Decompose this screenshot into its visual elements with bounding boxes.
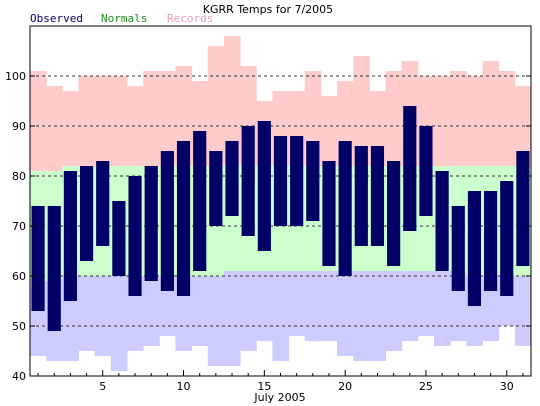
observed-bar bbox=[47, 206, 61, 331]
legend-records: Records bbox=[167, 12, 213, 25]
y-tick-label: 90 bbox=[12, 120, 26, 133]
record-low-band bbox=[272, 271, 290, 361]
observed-bar bbox=[306, 141, 320, 221]
x-tick-label: 30 bbox=[500, 380, 514, 393]
observed-bar bbox=[193, 131, 207, 271]
y-tick-label: 80 bbox=[12, 170, 26, 183]
observed-bar bbox=[209, 151, 223, 226]
record-low-band bbox=[337, 271, 354, 356]
record-high-band bbox=[385, 71, 403, 166]
record-low-band bbox=[369, 271, 387, 361]
y-tick-label: 50 bbox=[12, 320, 26, 333]
record-high-band bbox=[207, 46, 225, 166]
record-low-band bbox=[94, 276, 112, 356]
record-low-band bbox=[110, 276, 128, 371]
x-tick-label: 15 bbox=[257, 380, 271, 393]
record-high-band bbox=[94, 76, 112, 166]
observed-bar bbox=[516, 151, 530, 266]
record-low-band bbox=[143, 276, 160, 346]
record-high-band bbox=[62, 91, 79, 166]
record-low-band bbox=[353, 271, 370, 361]
observed-bar bbox=[338, 141, 352, 276]
y-tick-label: 40 bbox=[12, 370, 26, 383]
y-tick-label: 70 bbox=[12, 220, 26, 233]
observed-bar bbox=[435, 171, 449, 271]
record-high-band bbox=[353, 56, 370, 166]
observed-bar bbox=[290, 136, 304, 226]
record-high-band bbox=[466, 76, 484, 166]
record-high-band bbox=[143, 71, 160, 166]
observed-bar bbox=[63, 171, 77, 301]
observed-bar bbox=[225, 141, 239, 216]
record-high-band bbox=[320, 96, 338, 166]
observed-bar bbox=[370, 146, 385, 246]
x-tick-label: 20 bbox=[338, 380, 352, 393]
record-low-band bbox=[401, 271, 419, 341]
record-low-band bbox=[417, 271, 435, 336]
record-high-band bbox=[126, 86, 144, 166]
record-high-band bbox=[30, 71, 47, 171]
record-high-band bbox=[498, 71, 516, 166]
observed-bar bbox=[144, 166, 158, 281]
observed-bar bbox=[176, 141, 191, 296]
observed-bar bbox=[419, 126, 433, 216]
record-low-band bbox=[240, 271, 257, 351]
observed-bar bbox=[160, 151, 174, 291]
record-high-band bbox=[78, 76, 96, 166]
record-high-band bbox=[434, 76, 451, 166]
x-axis-label: July 2005 bbox=[253, 391, 305, 404]
chart-title: KGRR Temps for 7/2005 bbox=[203, 3, 333, 16]
record-low-band bbox=[482, 276, 500, 341]
record-low-band bbox=[514, 276, 532, 346]
record-low-band bbox=[434, 271, 451, 346]
record-low-band bbox=[78, 276, 96, 351]
observed-bar bbox=[128, 176, 142, 296]
record-high-band bbox=[46, 86, 63, 171]
record-high-band bbox=[482, 61, 500, 166]
observed-bar bbox=[451, 206, 465, 291]
x-tick-label: 25 bbox=[419, 380, 433, 393]
record-low-band bbox=[320, 271, 338, 341]
observed-bar bbox=[31, 206, 45, 311]
observed-bar bbox=[467, 191, 482, 306]
axes: 40 50 60 70 80 90 100 5 10 15 20 25 30 bbox=[5, 25, 532, 393]
y-tick-label: 100 bbox=[5, 70, 26, 83]
observed-bar bbox=[387, 161, 401, 266]
record-low-band bbox=[385, 271, 403, 351]
observed-bar bbox=[354, 146, 368, 246]
observed-bars bbox=[31, 106, 530, 331]
record-high-band bbox=[450, 71, 467, 166]
observed-bar bbox=[484, 191, 498, 291]
observed-bar bbox=[273, 136, 288, 226]
record-high-band bbox=[159, 71, 176, 166]
legend-observed: Observed bbox=[30, 12, 83, 25]
observed-bar bbox=[241, 126, 255, 236]
y-tick-label: 60 bbox=[12, 270, 26, 283]
record-low-band bbox=[256, 271, 273, 341]
observed-bar bbox=[112, 201, 126, 276]
record-high-band bbox=[110, 76, 128, 166]
observed-bar bbox=[322, 161, 336, 266]
record-low-band bbox=[304, 271, 322, 341]
record-high-band bbox=[223, 36, 241, 166]
x-tick-label: 5 bbox=[99, 380, 106, 393]
observed-bar bbox=[257, 121, 271, 251]
observed-bar bbox=[96, 161, 110, 246]
legend-normals: Normals bbox=[101, 12, 147, 25]
record-low-band bbox=[191, 276, 209, 346]
x-tick-label: 10 bbox=[177, 380, 191, 393]
observed-bar bbox=[500, 181, 514, 296]
observed-bar bbox=[79, 166, 94, 261]
record-low-band bbox=[207, 276, 225, 366]
record-low-band bbox=[223, 271, 241, 366]
record-low-band bbox=[288, 271, 306, 336]
observed-bar bbox=[403, 106, 417, 231]
